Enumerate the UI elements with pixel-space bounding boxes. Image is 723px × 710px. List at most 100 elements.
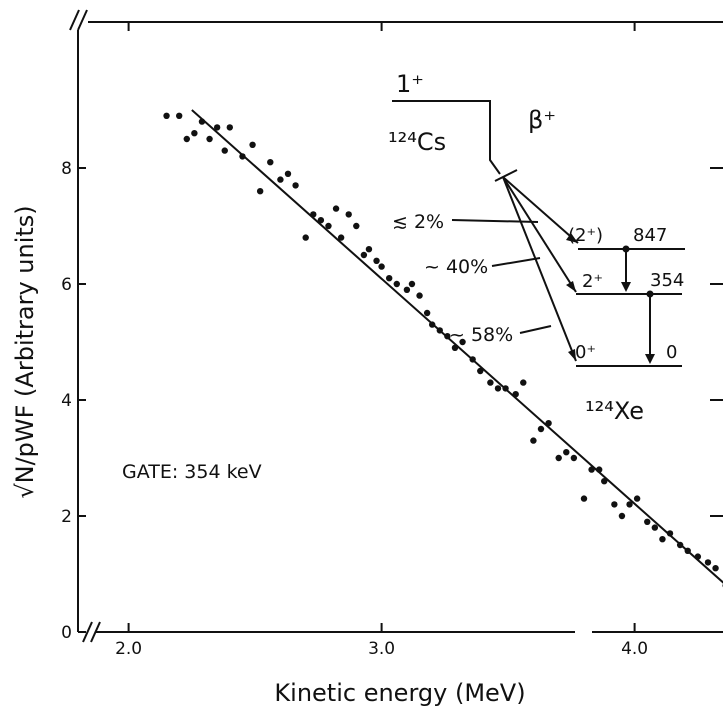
data-point <box>345 211 352 218</box>
decay-scheme-inset: 1⁺ ¹²⁴Cs β⁺ ≲ 2% ~ 40% ~ 58% (2⁺) 847 2⁺… <box>388 70 685 425</box>
x-tick-label: 3.0 <box>368 639 395 659</box>
emission-bar <box>494 169 518 182</box>
level-energy-0: 0 <box>666 342 677 363</box>
data-point <box>494 385 502 392</box>
break-mark <box>82 621 93 643</box>
data-point <box>317 217 325 224</box>
data-point <box>477 367 484 375</box>
data-point <box>601 478 608 485</box>
plot-frame <box>69 9 723 643</box>
data-point <box>512 391 519 398</box>
data-point <box>206 135 213 143</box>
data-point <box>520 379 527 386</box>
data-point <box>191 130 198 137</box>
data-point <box>537 425 545 433</box>
axis-ticks <box>78 22 723 633</box>
data-point <box>353 222 360 230</box>
data-point <box>198 118 206 125</box>
data-point <box>360 251 368 259</box>
data-point <box>292 182 299 189</box>
data-point <box>626 501 633 508</box>
data-point <box>459 338 466 346</box>
data-point <box>545 420 552 427</box>
data-point <box>530 437 537 444</box>
decay-mode-label: β⁺ <box>528 106 556 134</box>
data-point <box>580 495 588 502</box>
arrowhead <box>566 233 578 243</box>
data-point <box>502 385 509 392</box>
level-spin-0: 0⁺ <box>575 342 596 363</box>
data-point <box>676 541 684 549</box>
branch-arrow-0 <box>502 176 577 362</box>
data-point <box>469 356 476 363</box>
y-tick-label: 8 <box>61 159 72 179</box>
data-point <box>436 327 443 334</box>
y-tick-label: 6 <box>61 275 72 295</box>
parent-nucleus-label: ¹²⁴Cs <box>388 128 446 156</box>
data-point <box>487 379 494 386</box>
break-mark <box>69 9 80 31</box>
data-point <box>332 205 340 212</box>
y-tick-label: 4 <box>61 391 72 411</box>
data-point <box>423 309 431 317</box>
data-point <box>570 454 578 462</box>
x-axis-title: Kinetic energy (MeV) <box>274 679 525 707</box>
fit-line <box>191 109 723 584</box>
gate-annotation: GATE: 354 keV <box>122 461 262 483</box>
level-dot <box>622 245 630 253</box>
pointer-40pct <box>491 257 541 267</box>
level-energy-354: 354 <box>650 270 684 291</box>
level-energy-847: 847 <box>633 225 667 246</box>
data-point <box>249 141 256 148</box>
data-point <box>451 344 459 351</box>
data-point <box>403 286 411 293</box>
data-point <box>595 466 603 473</box>
branch-label-354: ~ 40% <box>424 256 488 278</box>
data-point <box>704 559 712 566</box>
arrowhead <box>568 349 576 361</box>
y-axis-title: √N/pWF (Arbitrary units) <box>11 205 39 498</box>
fit-line-group <box>191 109 723 584</box>
break-mark <box>90 621 101 643</box>
data-point <box>684 547 691 554</box>
branch-arrow-847 <box>502 176 579 244</box>
level-spin-847: (2⁺) <box>568 225 603 246</box>
pointer-58pct <box>519 325 552 334</box>
data-point <box>408 280 416 288</box>
x-tick-label: 4.0 <box>621 639 648 659</box>
data-point <box>277 176 284 183</box>
y-tick-label: 0 <box>61 623 72 643</box>
data-point <box>378 263 385 270</box>
parent-level-line <box>392 100 501 175</box>
data-point <box>325 222 332 230</box>
arrowhead <box>566 281 576 292</box>
data-point <box>666 530 674 537</box>
data-point <box>563 449 570 456</box>
data-point <box>337 234 345 241</box>
data-point <box>651 524 659 531</box>
arrowhead <box>621 282 631 292</box>
data-point <box>176 112 183 120</box>
data-point <box>213 124 221 131</box>
branch-arrow-354 <box>502 176 577 293</box>
data-point <box>163 112 170 120</box>
pointer-2pct <box>451 219 539 223</box>
arrowhead <box>645 354 655 364</box>
data-point <box>221 147 228 154</box>
parent-spin-label: 1⁺ <box>396 70 424 98</box>
break-mark <box>77 9 88 31</box>
data-point <box>183 135 190 143</box>
branch-label-847: ≲ 2% <box>392 211 444 233</box>
branch-label-0: ~ 58% <box>449 324 513 346</box>
data-point <box>644 518 651 525</box>
data-point <box>267 159 274 166</box>
data-point <box>365 246 373 253</box>
data-point <box>444 333 451 340</box>
level-dot <box>646 290 654 298</box>
data-point <box>239 153 246 160</box>
data-point <box>618 512 626 520</box>
data-point <box>393 280 400 288</box>
data-point <box>385 275 393 282</box>
